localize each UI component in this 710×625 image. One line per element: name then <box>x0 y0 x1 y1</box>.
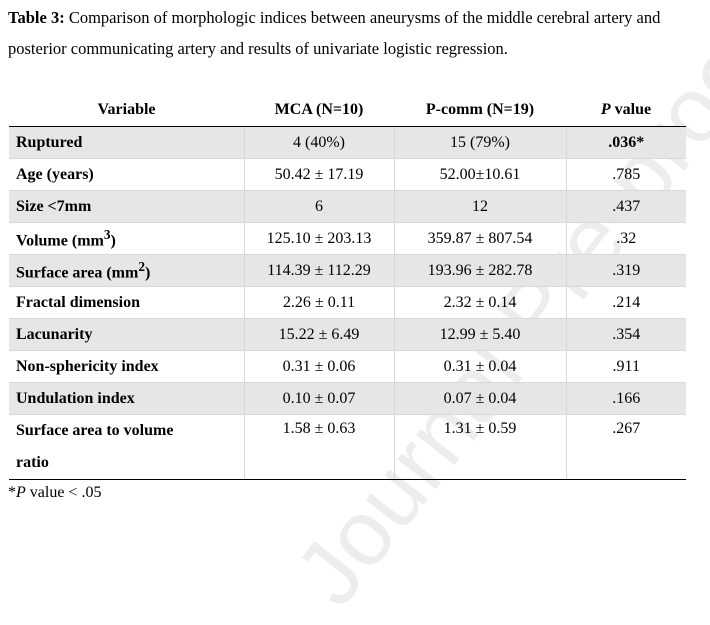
cell-mca: 50.42 ± 17.19 <box>243 158 394 191</box>
cell-p-value: .166 <box>565 382 686 415</box>
header-row: Variable MCA (N=10) P-comm (N=19) P valu… <box>9 94 686 127</box>
cell-pcomm: 0.31 ± 0.04 <box>393 350 566 383</box>
cell-variable: Undulation index <box>9 382 244 415</box>
cell-mca: 125.10 ± 203.13 <box>243 222 394 255</box>
cell-variable: Volume (mm3) <box>9 222 244 255</box>
cell-p-value: .036* <box>565 126 686 159</box>
cell-mca: 0.31 ± 0.06 <box>243 350 394 383</box>
table-row: Ruptured 4 (40%) 15 (79%) .036* <box>9 126 686 159</box>
header-p-italic: P <box>600 101 611 118</box>
table-row: Volume (mm3) 125.10 ± 203.13 359.87 ± 80… <box>9 222 686 255</box>
cell-p-value: .267 <box>565 414 686 480</box>
cell-p-value: .319 <box>565 254 686 287</box>
header-variable: Variable <box>9 94 244 127</box>
cell-pcomm: 15 (79%) <box>393 126 566 159</box>
table-row: Age (years) 50.42 ± 17.19 52.00±10.61 .7… <box>9 158 686 191</box>
cell-variable: Surface area (mm2) <box>9 254 244 287</box>
cell-variable-end: ) <box>110 232 116 250</box>
cell-pcomm: 2.32 ± 0.14 <box>393 286 566 319</box>
cell-variable-sup: 2 <box>138 258 145 274</box>
cell-variable-main: Volume (mm <box>16 232 104 250</box>
cell-variable: Lacunarity <box>9 318 244 351</box>
cell-variable-sup: 3 <box>103 226 111 242</box>
caption-text: Comparison of morphologic indices betwee… <box>8 8 661 58</box>
cell-variable: Surface area to volume ratio <box>9 414 244 480</box>
cell-p-value: .785 <box>565 158 686 191</box>
header-p-value: P value <box>566 94 686 127</box>
cell-p-value: .214 <box>565 286 686 319</box>
cell-variable-line1: Surface area to volume <box>16 422 174 439</box>
cell-mca: 114.39 ± 112.29 <box>243 254 394 287</box>
cell-pcomm: 193.96 ± 282.78 <box>393 254 566 287</box>
cell-pcomm: 12.99 ± 5.40 <box>393 318 566 351</box>
table-row: Fractal dimension 2.26 ± 0.11 2.32 ± 0.1… <box>9 286 686 319</box>
header-mca: MCA (N=10) <box>244 94 394 127</box>
cell-p-value: .354 <box>565 318 686 351</box>
cell-p-value: .911 <box>565 350 686 383</box>
cell-variable: Fractal dimension <box>9 286 244 319</box>
footnote-italic: P <box>16 484 26 501</box>
cell-p-value: .32 <box>565 222 686 255</box>
cell-variable-end: ) <box>145 264 151 282</box>
table-row: Surface area to volume ratio 1.58 ± 0.63 … <box>9 414 686 480</box>
caption-label: Table 3: <box>8 8 65 27</box>
cell-variable: Non-sphericity index <box>9 350 244 383</box>
cell-pcomm: 0.07 ± 0.04 <box>393 382 566 415</box>
footnote-prefix: * <box>8 484 16 501</box>
cell-pcomm: 52.00±10.61 <box>393 158 566 191</box>
cell-mca: 0.10 ± 0.07 <box>243 382 394 415</box>
cell-mca: 6 <box>243 190 394 223</box>
cell-variable: Age (years) <box>9 158 244 191</box>
cell-variable: Ruptured <box>9 126 244 159</box>
table-caption: Table 3: Comparison of morphologic indic… <box>8 2 708 64</box>
cell-variable-main: Surface area (mm <box>16 264 139 282</box>
header-pcomm: P-comm (N=19) <box>394 94 566 127</box>
table-row: Size <7mm 6 12 .437 <box>9 190 686 223</box>
cell-variable: Size <7mm <box>9 190 244 223</box>
data-table: Variable MCA (N=10) P-comm (N=19) P valu… <box>9 94 686 480</box>
table-row: Non-sphericity index 0.31 ± 0.06 0.31 ± … <box>9 350 686 383</box>
cell-mca: 1.58 ± 0.63 <box>243 414 394 480</box>
footnote-rest: value < .05 <box>25 484 102 501</box>
cell-p-value: .437 <box>565 190 686 223</box>
table-row: Lacunarity 15.22 ± 6.49 12.99 ± 5.40 .35… <box>9 318 686 351</box>
cell-pcomm: 1.31 ± 0.59 <box>393 414 566 480</box>
header-p-rest: value <box>610 101 652 118</box>
table-row: Surface area (mm2) 114.39 ± 112.29 193.9… <box>9 254 686 287</box>
cell-pcomm: 359.87 ± 807.54 <box>393 222 566 255</box>
cell-variable-line2: ratio <box>16 454 49 471</box>
cell-pcomm: 12 <box>393 190 566 223</box>
cell-mca: 2.26 ± 0.11 <box>243 286 394 319</box>
table-footnote: *P value < .05 <box>8 484 101 502</box>
table-row: Undulation index 0.10 ± 0.07 0.07 ± 0.04… <box>9 382 686 415</box>
cell-mca: 15.22 ± 6.49 <box>243 318 394 351</box>
cell-mca: 4 (40%) <box>243 126 394 159</box>
